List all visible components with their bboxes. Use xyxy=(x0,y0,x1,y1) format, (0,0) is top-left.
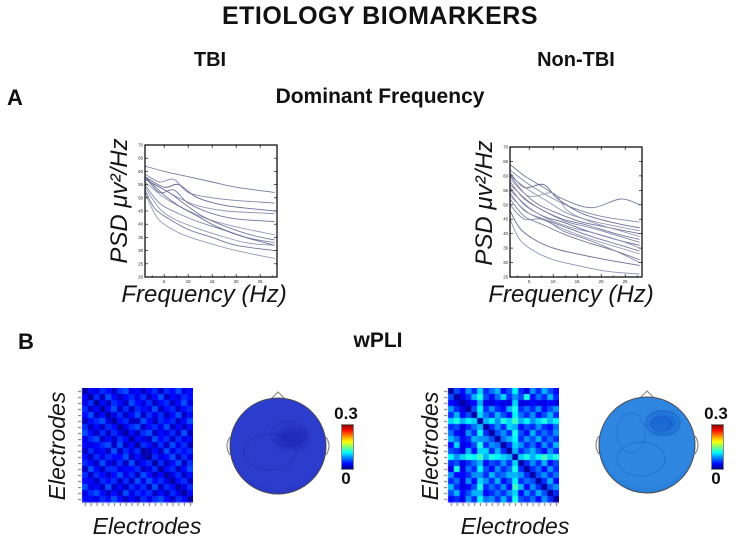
contour-line xyxy=(616,441,666,477)
svg-text:45: 45 xyxy=(503,217,508,222)
svg-text:15: 15 xyxy=(210,279,215,284)
svg-text:10: 10 xyxy=(551,279,556,284)
panel-a-title: Dominant Frequency xyxy=(275,85,485,108)
panel-a-label: A xyxy=(7,85,23,110)
contour-blob xyxy=(276,427,308,449)
svg-text:40: 40 xyxy=(503,231,508,236)
psd-tbi-xlabel: Frequency (Hz) xyxy=(121,281,287,308)
contour-line xyxy=(645,410,681,436)
left-ear-icon xyxy=(595,435,600,455)
wpli-matrix-tbi xyxy=(77,388,193,508)
wpli-matrix-nontbi-ylabel: Electrodes xyxy=(417,391,443,501)
svg-text:55: 55 xyxy=(503,188,508,193)
contour-line xyxy=(650,416,672,432)
svg-text:25: 25 xyxy=(623,279,628,284)
svg-text:5: 5 xyxy=(528,279,531,284)
contour-blob xyxy=(648,412,678,434)
scalp-circle xyxy=(598,396,696,494)
svg-text:65: 65 xyxy=(503,159,508,164)
wpli-matrix-tbi-xlabel: Electrodes xyxy=(92,513,202,539)
colorbar-max-label-nontbi: 0.3 xyxy=(704,404,728,423)
colorbar-min-label-tbi: 0 xyxy=(341,469,351,488)
contour-line xyxy=(269,421,307,447)
wpli-matrix-nontbi xyxy=(443,388,559,508)
svg-text:20: 20 xyxy=(138,275,143,280)
panel-b-title: wPLI xyxy=(353,329,403,352)
svg-text:50: 50 xyxy=(138,195,143,200)
colorbar-tbi xyxy=(341,424,354,470)
figure-title: ETIOLOGY BIOMARKERS xyxy=(221,2,538,30)
right-ear-icon xyxy=(325,436,330,456)
scalp-circle xyxy=(229,397,327,495)
svg-text:35: 35 xyxy=(503,246,508,251)
scalp-topomap-nontbi xyxy=(595,390,699,494)
colorbar-min-label-nontbi: 0 xyxy=(711,469,721,488)
svg-text:60: 60 xyxy=(503,173,508,178)
column-header-nontbi: Non-TBI xyxy=(537,49,615,71)
panel-b-label: B xyxy=(18,329,34,354)
svg-text:60: 60 xyxy=(138,169,143,174)
svg-text:15: 15 xyxy=(575,279,580,284)
svg-text:5: 5 xyxy=(163,279,166,284)
column-header-tbi: TBI xyxy=(193,49,227,71)
svg-text:20: 20 xyxy=(599,279,604,284)
svg-text:70: 70 xyxy=(138,143,143,148)
svg-text:30: 30 xyxy=(503,260,508,265)
left-ear-icon xyxy=(226,436,231,456)
scalp-topomap-tbi xyxy=(226,391,330,495)
colorbar-max-label-tbi: 0.3 xyxy=(334,404,358,423)
svg-text:20: 20 xyxy=(234,279,239,284)
psd-plot-nontbi: 25 30 35 40 45 50 55 60 65 70 5 10 15 20 25 xyxy=(460,118,665,313)
colorbar-nontbi xyxy=(711,424,724,470)
svg-text:25: 25 xyxy=(503,275,508,280)
svg-text:35: 35 xyxy=(138,235,143,240)
contour-line xyxy=(243,433,297,471)
wpli-matrix-nontbi-xlabel: Electrodes xyxy=(460,513,570,539)
svg-text:55: 55 xyxy=(138,182,143,187)
svg-text:50: 50 xyxy=(503,202,508,207)
svg-text:65: 65 xyxy=(138,156,143,161)
svg-text:25: 25 xyxy=(258,279,263,284)
svg-text:25: 25 xyxy=(138,261,143,266)
psd-nontbi-xlabel: Frequency (Hz) xyxy=(488,281,654,308)
wpli-matrix-tbi-ylabel: Electrodes xyxy=(44,391,70,501)
svg-text:45: 45 xyxy=(138,209,143,214)
contour-line xyxy=(616,412,646,454)
svg-text:30: 30 xyxy=(138,248,143,253)
svg-text:40: 40 xyxy=(138,222,143,227)
right-ear-icon xyxy=(694,435,699,455)
svg-text:10: 10 xyxy=(186,279,191,284)
psd-plot-tbi: 20 25 30 35 40 45 50 55 60 65 70 5 10 15 20 25 xyxy=(95,118,300,313)
svg-text:70: 70 xyxy=(503,145,508,150)
